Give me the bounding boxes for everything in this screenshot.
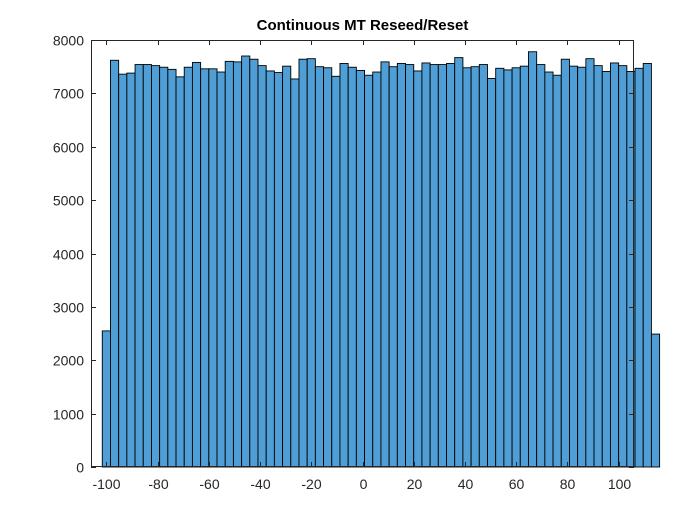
histogram-bar bbox=[150, 65, 161, 468]
histogram-bar bbox=[273, 72, 284, 468]
histogram-bar bbox=[552, 74, 562, 468]
x-tick-label: 0 bbox=[360, 476, 368, 492]
x-tick-label: -40 bbox=[250, 476, 270, 492]
histogram-bar bbox=[298, 58, 308, 468]
histogram-bar bbox=[634, 67, 644, 468]
x-tick-label: -60 bbox=[199, 476, 219, 492]
histogram-bar bbox=[446, 63, 456, 468]
histogram-bar bbox=[355, 69, 365, 468]
x-tick-label: -20 bbox=[301, 476, 321, 492]
histogram-bar bbox=[191, 61, 202, 468]
histogram-bar bbox=[339, 63, 349, 468]
y-tick-label: 4000 bbox=[53, 247, 84, 263]
histogram-bar bbox=[224, 60, 234, 468]
histogram-bar bbox=[470, 66, 480, 468]
histogram-bar bbox=[126, 72, 136, 468]
histogram-bar bbox=[380, 61, 390, 468]
histogram-bar bbox=[437, 64, 447, 468]
histogram-bar bbox=[536, 64, 546, 468]
histogram-bar bbox=[593, 65, 603, 468]
histogram-bar bbox=[495, 67, 505, 468]
histogram-bar bbox=[585, 58, 595, 468]
histogram-bar bbox=[650, 333, 661, 468]
x-tick-label: 100 bbox=[608, 476, 632, 492]
histogram-bar bbox=[511, 67, 521, 468]
histogram-bar bbox=[265, 70, 275, 468]
histogram-bar bbox=[290, 78, 300, 468]
axes-box bbox=[91, 40, 634, 467]
y-axis: 0 1000 2000 3000 4000 5000 6000 7000 8000 bbox=[53, 33, 634, 476]
histogram-bar bbox=[323, 67, 333, 468]
histogram-bar bbox=[200, 68, 210, 468]
histogram-bar bbox=[478, 64, 488, 468]
histogram-bar bbox=[405, 64, 415, 468]
histogram-bar bbox=[208, 68, 218, 468]
histogram-bar bbox=[388, 66, 398, 468]
histogram-bar bbox=[413, 70, 423, 468]
histogram-bar bbox=[601, 71, 611, 468]
x-tick-label: -80 bbox=[148, 476, 168, 492]
histogram-bar bbox=[249, 58, 259, 468]
y-tick-label: 3000 bbox=[53, 300, 84, 316]
histogram-bar bbox=[577, 66, 587, 468]
histogram-bar bbox=[306, 58, 316, 468]
chart-title: Continuous MT Reseed/Reset bbox=[257, 17, 469, 34]
histogram-bar bbox=[519, 65, 529, 468]
histogram-bar bbox=[462, 67, 472, 468]
y-tick-label: 2000 bbox=[53, 353, 84, 369]
x-tick-label: 40 bbox=[458, 476, 474, 492]
histogram-bar bbox=[159, 66, 169, 468]
histogram-bar bbox=[642, 63, 652, 468]
x-tick-label: 20 bbox=[407, 476, 423, 492]
histogram-bar bbox=[167, 68, 177, 468]
y-tick-label: 8000 bbox=[53, 33, 84, 49]
histogram-bar bbox=[487, 77, 497, 468]
histogram-bar bbox=[216, 71, 226, 468]
y-tick-label: 0 bbox=[76, 460, 84, 476]
x-axis: -100 -80 -60 -40 -20 0 20 40 60 80 100 bbox=[92, 40, 631, 492]
y-tick-label: 6000 bbox=[53, 140, 84, 156]
histogram-bar bbox=[364, 74, 374, 468]
histogram-bar bbox=[101, 330, 111, 468]
histogram-bar bbox=[314, 66, 325, 468]
bars-group bbox=[101, 51, 661, 468]
histogram-bar bbox=[560, 58, 570, 468]
histogram-bar bbox=[544, 71, 554, 468]
x-tick-label: 60 bbox=[509, 476, 525, 492]
histogram-bar bbox=[257, 65, 267, 468]
x-tick-label: -100 bbox=[92, 476, 120, 492]
histogram-bar bbox=[142, 64, 152, 468]
y-tick-label: 5000 bbox=[53, 193, 84, 209]
histogram-bar bbox=[569, 65, 579, 468]
histogram-bar bbox=[110, 59, 120, 468]
histogram-bar bbox=[118, 73, 128, 468]
x-tick-label: 80 bbox=[560, 476, 576, 492]
histogram-bar bbox=[282, 65, 292, 468]
histogram-bar bbox=[241, 55, 251, 468]
histogram-bar bbox=[421, 62, 431, 468]
histogram-bar bbox=[618, 65, 628, 468]
histogram-bar bbox=[347, 66, 357, 468]
histogram-bar bbox=[609, 62, 620, 468]
histogram-bar bbox=[134, 64, 144, 468]
histogram-bar bbox=[503, 69, 513, 468]
histogram-bar bbox=[331, 75, 341, 468]
histogram-bar bbox=[175, 76, 185, 468]
y-tick-label: 1000 bbox=[53, 407, 84, 423]
histogram-bar bbox=[183, 66, 193, 468]
y-tick-label: 7000 bbox=[53, 86, 84, 102]
histogram-bar bbox=[528, 51, 538, 468]
histogram-bar bbox=[396, 63, 406, 468]
histogram-bar bbox=[429, 64, 439, 468]
histogram-bar bbox=[454, 57, 464, 468]
histogram-bar bbox=[372, 71, 382, 468]
histogram-bar bbox=[232, 61, 243, 468]
